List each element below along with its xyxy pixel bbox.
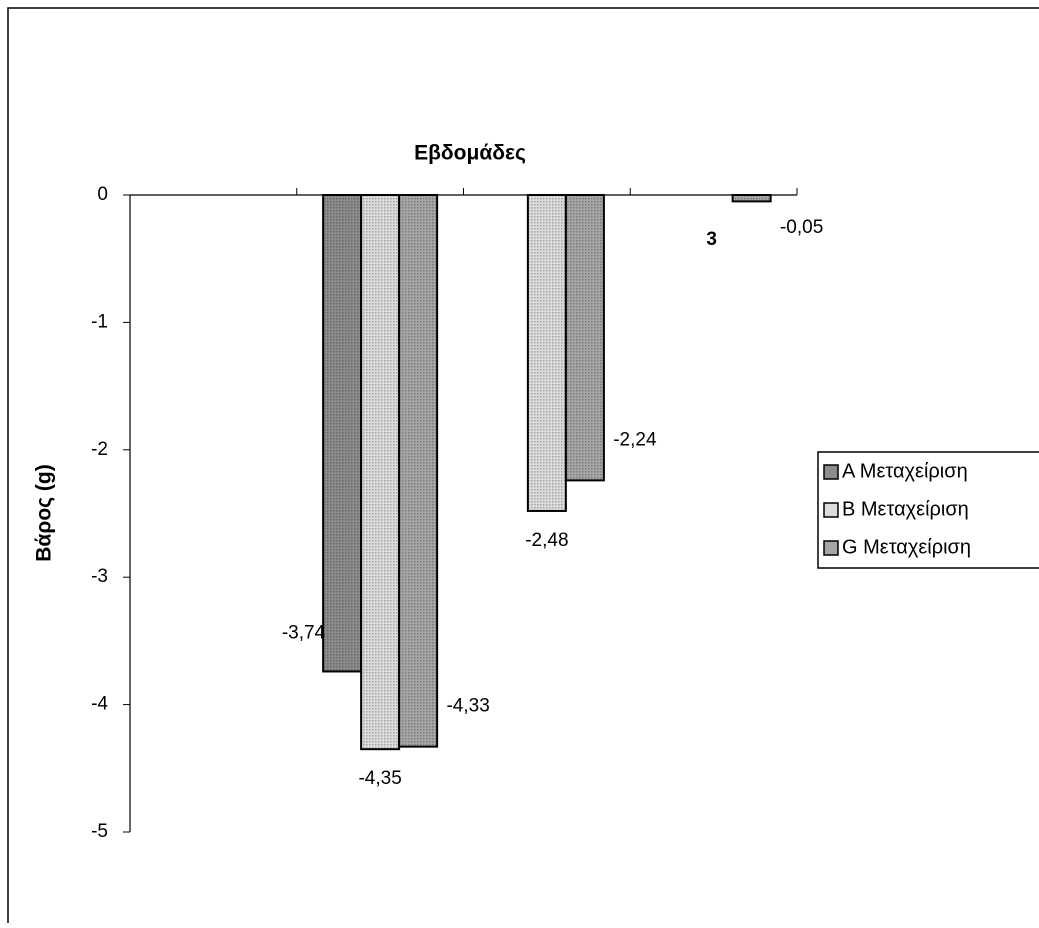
chart-frame xyxy=(7,7,1039,928)
y-axis-label: Βάρος (g) xyxy=(33,464,56,561)
legend-label: B Μεταχείριση xyxy=(842,498,969,520)
data-label: -2,24 xyxy=(613,429,657,450)
bar-texture xyxy=(323,195,362,672)
legend-swatch xyxy=(823,502,839,518)
legend-label: G Μεταχείριση xyxy=(842,536,971,558)
data-label: -0,05 xyxy=(780,217,823,238)
bar-texture xyxy=(527,195,566,511)
y-tick-label: -4 xyxy=(91,694,108,715)
bar-texture xyxy=(565,195,604,481)
y-tick-label: -1 xyxy=(91,311,108,332)
legend-box xyxy=(817,451,1039,569)
y-tick-label: 0 xyxy=(97,184,108,205)
data-label: -3,74 xyxy=(282,622,326,643)
legend-swatch xyxy=(823,464,839,480)
chart-title: Εβδομάδες xyxy=(414,142,526,165)
data-label: -4,33 xyxy=(446,696,489,717)
y-tick-label: -5 xyxy=(91,821,108,842)
bar-texture xyxy=(732,195,771,202)
data-label: -2,48 xyxy=(525,530,568,551)
x-tick-label: 3 xyxy=(706,229,717,250)
bar-texture xyxy=(399,195,438,747)
bar-texture xyxy=(361,195,400,750)
legend-swatch xyxy=(823,540,839,556)
legend-label: A Μεταχείριση xyxy=(842,460,968,482)
y-tick-label: -2 xyxy=(91,439,108,460)
data-label: -4,35 xyxy=(358,768,401,789)
y-tick-label: -3 xyxy=(91,566,108,587)
